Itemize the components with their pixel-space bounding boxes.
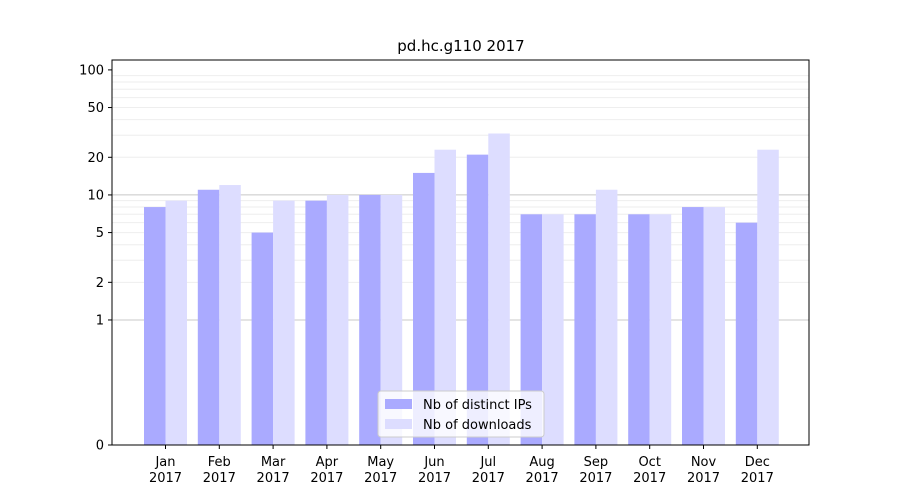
x-tick-label-line: 2017	[418, 471, 451, 486]
bar-downloads	[703, 207, 725, 445]
x-tick-label: Dec 2017	[741, 455, 774, 486]
x-tick-label-line: May	[367, 455, 394, 470]
bar-downloads	[542, 214, 564, 445]
legend-swatch	[385, 399, 412, 409]
bar-ips	[359, 194, 381, 445]
y-tick-label: 100	[79, 63, 104, 78]
bar-ips	[144, 207, 166, 445]
x-tick-label: Jul 2017	[472, 455, 505, 486]
x-tick-label-line: 2017	[579, 471, 612, 486]
y-tick-label: 50	[87, 101, 104, 116]
legend: Nb of distinct IPs Nb of downloads	[377, 390, 545, 438]
y-tick-label: 20	[87, 151, 104, 166]
x-tick-label-line: Mar	[261, 455, 286, 470]
x-tick-label: Aug 2017	[526, 455, 559, 486]
x-tick-label: Jun 2017	[418, 455, 451, 486]
bar-downloads	[595, 189, 618, 445]
x-tick-label: May 2017	[364, 455, 397, 486]
legend-label: Nb of downloads	[423, 418, 532, 433]
x-tick-label-line: 2017	[364, 471, 397, 486]
bar-ips	[466, 154, 489, 446]
y-axis: 0 1 2 5 10 20 50 100	[79, 63, 112, 454]
bar-ips	[628, 214, 650, 445]
bar-downloads	[165, 200, 187, 445]
bar-downloads	[488, 133, 510, 445]
bar-downloads	[380, 194, 403, 445]
x-tick-label-line: 2017	[741, 471, 774, 486]
x-tick-label-line: Nov	[691, 455, 717, 470]
x-tick-label-line: Dec	[745, 455, 770, 470]
x-tick-label-line: 2017	[633, 471, 666, 486]
bar-ips	[574, 214, 596, 445]
x-tick-label-line: Apr	[316, 455, 339, 470]
x-tick-label: Nov 2017	[687, 455, 720, 486]
chart-title: pd.hc.g110 2017	[397, 37, 524, 55]
bar-downloads	[649, 214, 672, 445]
x-tick-label: Feb 2017	[203, 455, 236, 486]
legend-box	[377, 390, 545, 438]
x-tick-label: Mar 2017	[257, 455, 290, 486]
x-tick-label-line: 2017	[149, 471, 182, 486]
x-tick-label-line: Sep	[584, 455, 609, 470]
bar-downloads	[326, 194, 349, 445]
y-tick-label: 1	[96, 313, 104, 328]
x-tick-label-line: 2017	[526, 471, 559, 486]
x-tick-label-line: Feb	[208, 455, 231, 470]
y-tick-label: 2	[96, 276, 104, 291]
x-tick-label-line: Jan	[154, 455, 175, 470]
bar-ips	[305, 200, 327, 445]
bar-downloads	[273, 200, 295, 445]
y-tick-label: 5	[96, 226, 104, 241]
legend-label: Nb of distinct IPs	[423, 398, 532, 413]
bars-layer	[144, 133, 779, 446]
x-tick-label: Sep 2017	[579, 455, 612, 486]
bar-ips	[735, 222, 758, 445]
x-tick-label-line: Aug	[529, 455, 554, 470]
y-tick-label: 0	[96, 439, 104, 454]
x-tick-label-line: 2017	[310, 471, 343, 486]
x-tick-label: Oct 2017	[633, 455, 666, 486]
x-tick-label: Apr 2017	[310, 455, 343, 486]
x-tick-label-line: Jun	[423, 455, 444, 470]
x-tick-label-line: 2017	[687, 471, 720, 486]
bar-ips	[413, 172, 435, 445]
plot-frame	[111, 59, 810, 446]
bar-ips	[197, 189, 220, 445]
x-tick-label-line: 2017	[203, 471, 236, 486]
bar-downloads	[434, 149, 456, 446]
x-tick-label-line: Oct	[638, 455, 660, 470]
x-tick-label: Jan 2017	[149, 455, 182, 486]
bar-ips	[251, 232, 274, 445]
bar-ips	[520, 214, 543, 445]
x-tick-label-line: 2017	[472, 471, 505, 486]
bar-downloads	[219, 185, 241, 445]
bar-ips	[682, 207, 704, 445]
y-tick-label: 10	[87, 188, 104, 203]
x-tick-label-line: 2017	[257, 471, 290, 486]
legend-swatch	[385, 419, 412, 429]
bar-downloads	[757, 149, 779, 446]
x-tick-label-line: Jul	[479, 455, 496, 470]
